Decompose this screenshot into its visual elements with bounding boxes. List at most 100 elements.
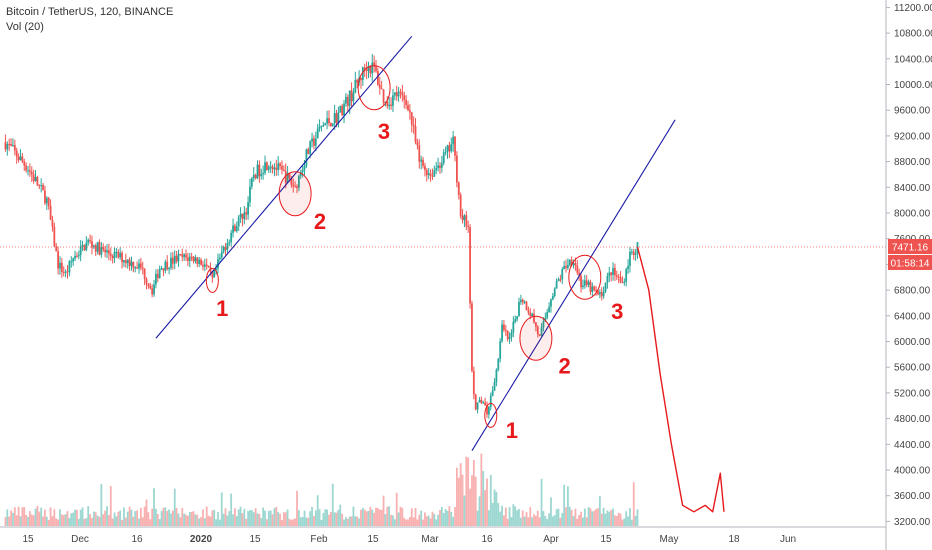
volume-bar [143,506,146,526]
candle-body [203,264,206,267]
volume-bar [429,518,432,526]
candle-body [446,145,449,152]
candle-body [422,159,424,166]
candle-body [185,254,187,258]
volume-bar [427,515,430,526]
volume-bar [463,495,466,526]
candle-body [139,263,142,268]
candle-body [476,402,479,410]
candle-body [123,260,125,263]
volume-bar [617,512,620,526]
volume-bar [583,508,586,526]
candle-body [369,66,372,74]
volume-bar [376,508,379,526]
candle-body [51,219,54,227]
candle-body [104,249,107,253]
volume-bar [279,513,281,526]
volume-bar [91,517,93,526]
candle-body [420,159,423,162]
volume-bar [610,510,613,526]
volume-bar [234,508,236,526]
annotation-circle [568,254,602,300]
candle-body [418,145,421,162]
projection-line[interactable] [636,246,725,513]
candle-body [107,250,110,254]
volume-bar [580,511,582,526]
candle-body [205,264,208,266]
volume-bar [506,518,509,526]
volume-bar [401,507,404,526]
candle-body [254,174,257,179]
candle-body [309,141,312,154]
volume-bar [269,510,272,526]
volume-bar [288,518,291,526]
volume-bar [12,512,14,526]
candle-body [516,316,518,320]
volume-bar [561,513,564,526]
candle-body [623,281,626,283]
candle-body [62,271,65,273]
volume-bar [341,513,344,526]
candle-body [232,225,234,233]
candle-body [521,299,524,303]
trendline[interactable] [471,119,676,452]
volume-bar [536,510,539,526]
candle-body [354,79,357,93]
candle-body [17,156,20,161]
candle-body [474,394,477,410]
volume-bar [299,517,302,526]
candle-body [582,285,584,288]
volume-bar [472,459,475,526]
candle-body [550,299,552,307]
volume-bar [237,509,240,526]
price-tick-label: 3200.00 [894,517,931,528]
volume-bar [322,513,325,526]
volume-bar [595,508,598,526]
candle-body [608,272,611,277]
volume-bar [224,508,227,526]
price-tick-label: 11200.00 [894,3,932,14]
candle-body [158,268,161,278]
volume-bar [19,516,22,526]
volume-bar [222,513,225,526]
volume-bar [79,509,82,526]
candle-body [166,261,169,270]
volume-bar [59,509,61,526]
candle-body [519,299,522,302]
candle-body [371,62,374,74]
volume-bar [544,515,547,526]
volume-indicator-label: Vol (20) [6,21,44,33]
candle-body [580,275,582,288]
candle-body [314,138,317,146]
volume-bar [215,519,218,526]
trendline[interactable] [155,35,413,339]
volume-bar [104,510,107,526]
candle-body [79,246,82,255]
volume-bar [160,511,163,526]
candle-body [610,272,613,275]
candle-body [544,317,547,322]
volume-bar [339,504,342,526]
candle-body [241,213,244,220]
candle-body [198,259,201,264]
volume-bar [286,509,289,526]
volume-bar [92,511,95,526]
candle-body [408,110,411,113]
volume-bar [456,467,458,526]
volume-bar [604,513,607,526]
candle-body [74,255,76,259]
candle-body [190,256,193,258]
volume-bar [576,518,579,526]
candle-body [431,175,434,177]
candle-body [373,62,376,66]
volume-bar [375,507,377,526]
volume-bars [4,453,639,526]
volume-bar [493,489,496,526]
volume-bar [32,515,35,526]
candle-body [450,144,453,152]
candle-body [551,296,554,300]
candle-body [397,91,400,97]
volume-bar [241,513,244,526]
volume-bar [153,488,155,526]
